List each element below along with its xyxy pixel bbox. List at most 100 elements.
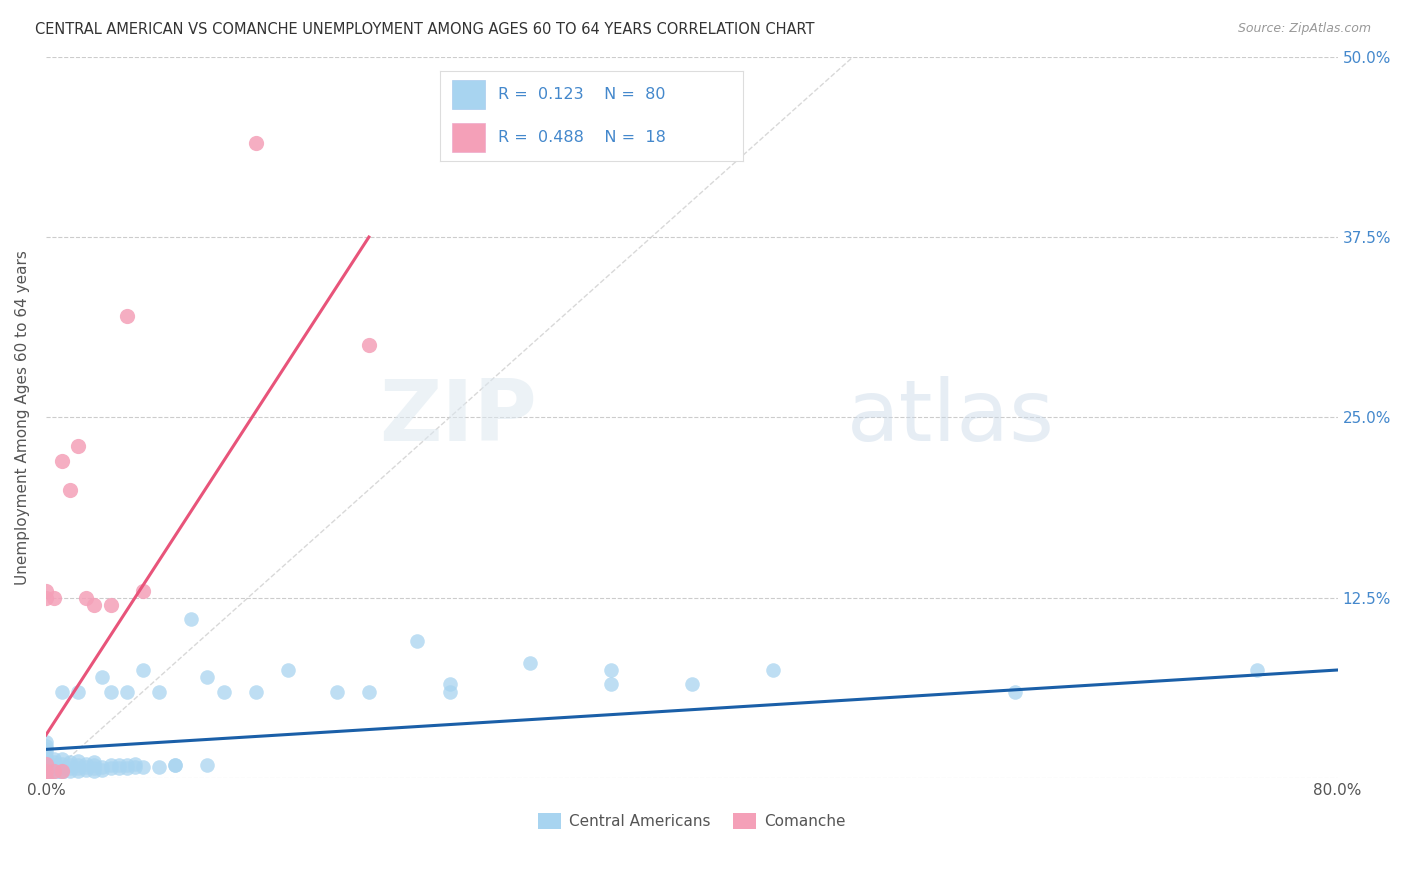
Point bbox=[67, 764, 90, 778]
Point bbox=[51, 764, 73, 778]
Point bbox=[42, 752, 65, 766]
Point bbox=[59, 483, 82, 497]
Point bbox=[75, 591, 97, 605]
Point bbox=[519, 656, 541, 670]
Point bbox=[35, 754, 58, 768]
Point bbox=[439, 684, 461, 698]
Point bbox=[35, 771, 58, 785]
Point bbox=[132, 663, 155, 677]
Point bbox=[148, 760, 170, 774]
Point bbox=[91, 760, 114, 774]
Point bbox=[42, 764, 65, 778]
Point bbox=[357, 684, 380, 698]
Point bbox=[83, 764, 105, 778]
Point bbox=[35, 768, 58, 782]
Point bbox=[439, 677, 461, 691]
Point bbox=[83, 758, 105, 772]
Point bbox=[325, 684, 347, 698]
Point bbox=[51, 454, 73, 468]
Point bbox=[42, 758, 65, 772]
Point bbox=[35, 742, 58, 756]
Legend: Central Americans, Comanche: Central Americans, Comanche bbox=[533, 807, 852, 836]
Point bbox=[83, 756, 105, 770]
Point bbox=[51, 760, 73, 774]
Point bbox=[132, 583, 155, 598]
Point bbox=[180, 612, 202, 626]
Point bbox=[132, 760, 155, 774]
Point bbox=[245, 136, 267, 151]
Y-axis label: Unemployment Among Ages 60 to 64 years: Unemployment Among Ages 60 to 64 years bbox=[15, 250, 30, 585]
Point bbox=[681, 677, 703, 691]
Point bbox=[51, 763, 73, 777]
Point bbox=[277, 663, 299, 677]
Point bbox=[51, 752, 73, 766]
Text: atlas: atlas bbox=[846, 376, 1054, 459]
Point bbox=[67, 761, 90, 775]
Point bbox=[35, 735, 58, 749]
Point bbox=[67, 439, 90, 453]
Point bbox=[51, 756, 73, 771]
Point bbox=[75, 756, 97, 771]
Point bbox=[115, 761, 138, 775]
Point bbox=[35, 583, 58, 598]
Point bbox=[59, 761, 82, 775]
Point bbox=[35, 758, 58, 772]
Point bbox=[35, 764, 58, 778]
Point bbox=[42, 767, 65, 781]
Point bbox=[165, 758, 187, 772]
Point bbox=[600, 663, 623, 677]
Point bbox=[35, 749, 58, 764]
Point bbox=[51, 684, 73, 698]
Point bbox=[51, 765, 73, 780]
Point bbox=[83, 761, 105, 775]
Point bbox=[115, 758, 138, 772]
Point bbox=[91, 670, 114, 684]
Point bbox=[67, 754, 90, 768]
Point bbox=[35, 739, 58, 754]
Point bbox=[35, 591, 58, 605]
Point bbox=[42, 591, 65, 605]
Point bbox=[600, 677, 623, 691]
Point bbox=[100, 758, 122, 772]
Point bbox=[35, 767, 58, 781]
Point bbox=[35, 756, 58, 771]
Point bbox=[107, 758, 129, 772]
Point bbox=[1246, 663, 1268, 677]
Point bbox=[124, 756, 146, 771]
Point bbox=[91, 763, 114, 777]
Point bbox=[35, 761, 58, 775]
Text: ZIP: ZIP bbox=[380, 376, 537, 459]
Point bbox=[35, 763, 58, 777]
Point bbox=[75, 760, 97, 774]
Point bbox=[100, 761, 122, 775]
Point bbox=[100, 598, 122, 612]
Point bbox=[107, 761, 129, 775]
Point bbox=[59, 756, 82, 770]
Point bbox=[59, 758, 82, 772]
Text: Source: ZipAtlas.com: Source: ZipAtlas.com bbox=[1237, 22, 1371, 36]
Point bbox=[1004, 684, 1026, 698]
Point bbox=[100, 684, 122, 698]
Point bbox=[406, 634, 429, 648]
Point bbox=[165, 758, 187, 772]
Point bbox=[35, 764, 58, 778]
Point bbox=[148, 684, 170, 698]
Point bbox=[67, 758, 90, 772]
Point bbox=[75, 763, 97, 777]
Point bbox=[761, 663, 783, 677]
Point bbox=[35, 756, 58, 771]
Point bbox=[35, 771, 58, 785]
Point bbox=[115, 310, 138, 324]
Point bbox=[124, 760, 146, 774]
Point bbox=[212, 684, 235, 698]
Point bbox=[42, 764, 65, 778]
Point bbox=[35, 760, 58, 774]
Point bbox=[35, 745, 58, 759]
Point bbox=[83, 598, 105, 612]
Point bbox=[245, 684, 267, 698]
Point bbox=[67, 684, 90, 698]
Point bbox=[197, 758, 219, 772]
Point bbox=[42, 761, 65, 775]
Point bbox=[42, 756, 65, 770]
Point bbox=[115, 684, 138, 698]
